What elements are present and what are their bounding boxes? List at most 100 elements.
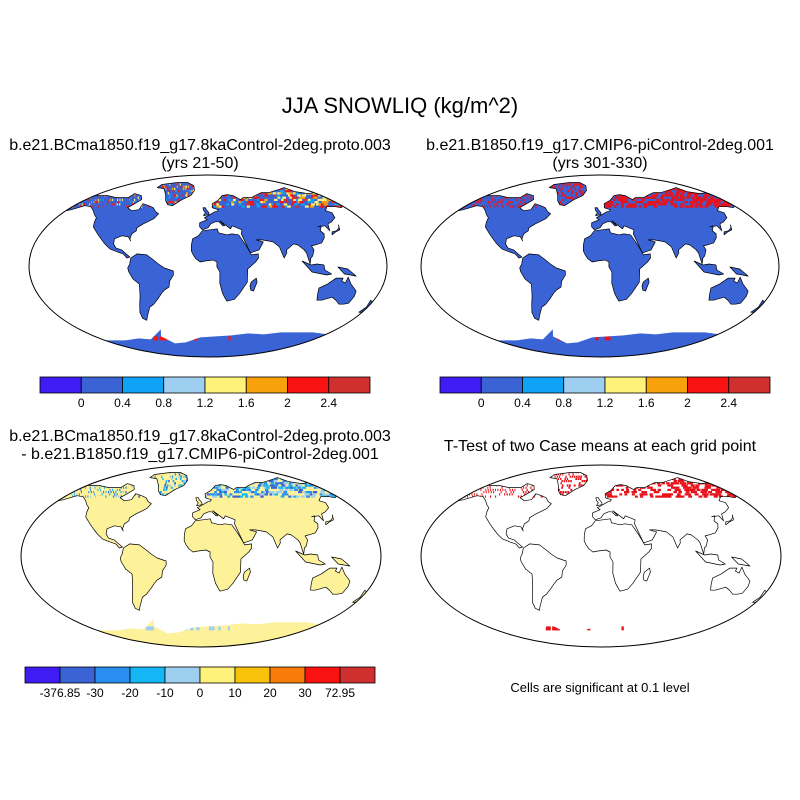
land-eurasia — [592, 477, 749, 554]
panel-title-line2: (yrs 301-330) — [552, 155, 648, 172]
land-uk — [202, 207, 209, 216]
colorbar-tick-label: 2 — [284, 396, 291, 410]
map-panel-top-left — [28, 174, 388, 358]
land-north-america — [66, 193, 159, 258]
colorbar-bottom-left: -376.85 -30 -20 -10 0 10 20 30 72.95 — [24, 666, 376, 700]
panel-title-line1: b.e21.B1850.f19_g17.CMIP6-piControl-2deg… — [426, 137, 774, 154]
colorbar-tick-label: 2 — [684, 396, 691, 410]
colorbar-tick-label: 0.8 — [155, 396, 172, 410]
colorbar-swatch — [122, 376, 165, 394]
land-north-america — [458, 483, 552, 548]
colorbar-swatch — [687, 376, 730, 394]
panel-title-line2: (yrs 21-50) — [161, 155, 239, 172]
colorbar-top-left: 0 0.4 0.8 1.2 1.6 2 2.4 — [39, 376, 371, 410]
map-border — [420, 174, 780, 358]
land-africa — [584, 518, 652, 592]
colorbar-swatch — [645, 376, 688, 394]
colorbar-swatch — [163, 376, 206, 394]
land-africa — [583, 228, 651, 302]
land-layer — [458, 472, 769, 647]
colorbar-tick-label: 0 — [478, 396, 485, 410]
land-antarctica — [77, 329, 339, 357]
land-new-guinea — [729, 267, 749, 277]
land-greenland — [549, 182, 587, 206]
land-africa — [184, 518, 252, 592]
land-south-america — [519, 253, 566, 321]
map-panel-bottom-left — [20, 464, 382, 648]
panel-title-top-left: b.e21.BCma1850.f19_g17.8kaControl-2deg.p… — [0, 137, 400, 173]
land-japan — [325, 514, 334, 525]
panel-title-line2: - b.e21.B1850.f19_g17.CMIP6-piControl-2d… — [21, 446, 379, 463]
colorbar-tick-label: 0.4 — [514, 396, 531, 410]
land-madagascar — [642, 278, 650, 292]
colorbar-top-right: 0 0.4 0.8 1.2 1.6 2 2.4 — [439, 376, 771, 410]
land-madagascar — [243, 568, 251, 582]
land-eurasia — [199, 187, 355, 264]
colorbar-tick-label: 1.2 — [597, 396, 614, 410]
colorbar-swatch — [245, 376, 288, 394]
land-south-america — [120, 543, 167, 611]
colorbar-swatch — [80, 376, 123, 394]
land-greenland — [150, 472, 188, 496]
land-new-zealand — [358, 300, 375, 313]
colorbar-swatch — [604, 376, 647, 394]
map-border — [28, 174, 388, 358]
land-north-america — [58, 483, 152, 548]
land-new-zealand — [750, 300, 767, 313]
land-uk — [595, 497, 602, 506]
land-japan — [724, 224, 732, 235]
colorbar-tick-label: 20 — [263, 686, 277, 700]
figure-title: JJA SNOWLIQ (kg/m^2) — [281, 93, 519, 118]
colorbar-tick-label: 0 — [197, 686, 204, 700]
colorbar-tick-label: 2.4 — [320, 396, 337, 410]
panel-title-line1: b.e21.BCma1850.f19_g17.8kaControl-2deg.p… — [9, 428, 391, 445]
map-panel-bottom-right — [420, 464, 782, 648]
colorbar-swatch — [204, 376, 247, 394]
land-antarctica — [469, 329, 731, 357]
coastlines — [58, 472, 369, 611]
coastlines — [65, 182, 375, 321]
panel-title-bottom-left: b.e21.BCma1850.f19_g17.8kaControl-2deg.p… — [0, 428, 400, 464]
colorbar-swatch — [522, 376, 565, 394]
land-south-america — [127, 253, 174, 321]
land-madagascar — [643, 568, 651, 582]
land-new-zealand — [352, 590, 369, 603]
colorbar-swatch — [59, 666, 96, 684]
panel-title-line1: b.e21.BCma1850.f19_g17.8kaControl-2deg.p… — [9, 137, 391, 154]
land-south-america — [520, 543, 567, 611]
land-antarctica — [69, 619, 333, 647]
colorbar-swatch — [480, 376, 523, 394]
colorbar-swatch — [339, 666, 376, 684]
land-australia — [310, 567, 350, 595]
land-new-guinea — [331, 557, 350, 567]
colorbar-tick-label: 1.6 — [638, 396, 655, 410]
colorbar-tick-label: -10 — [156, 686, 174, 700]
map-border — [20, 464, 382, 648]
colorbar-tick-label: 2.4 — [720, 396, 737, 410]
colorbar-tick-label: -20 — [121, 686, 139, 700]
colorbar-swatch — [563, 376, 606, 394]
colorbar-swatch — [728, 376, 771, 394]
colorbar-tick-label: 1.6 — [238, 396, 255, 410]
colorbar-tick-label: -30 — [86, 686, 104, 700]
land-north-america — [458, 193, 551, 258]
land-australia — [710, 567, 750, 595]
colorbar-tick-label: 0 — [78, 396, 85, 410]
panel-title-bottom-right: T-Test of two Case means at each grid po… — [443, 438, 757, 455]
colorbar-swatch — [199, 666, 236, 684]
colorbar-tick-label: 10 — [228, 686, 242, 700]
colorbar-swatch — [304, 666, 341, 684]
colorbar-swatch — [439, 376, 482, 394]
land-australia — [708, 277, 749, 305]
map-panel-top-right — [420, 174, 780, 358]
land-new-guinea — [337, 267, 357, 277]
land-new-zealand — [752, 590, 769, 603]
land-japan — [332, 224, 340, 235]
colorbar-tick-label: 0.4 — [114, 396, 131, 410]
colorbar-tick-label: 1.2 — [197, 396, 214, 410]
colorbar-swatch — [328, 376, 371, 394]
colorbar-swatch — [269, 666, 306, 684]
colorbar-swatch — [24, 666, 61, 684]
coastlines — [457, 182, 767, 321]
significance-note: Cells are significant at 0.1 level — [510, 680, 690, 695]
